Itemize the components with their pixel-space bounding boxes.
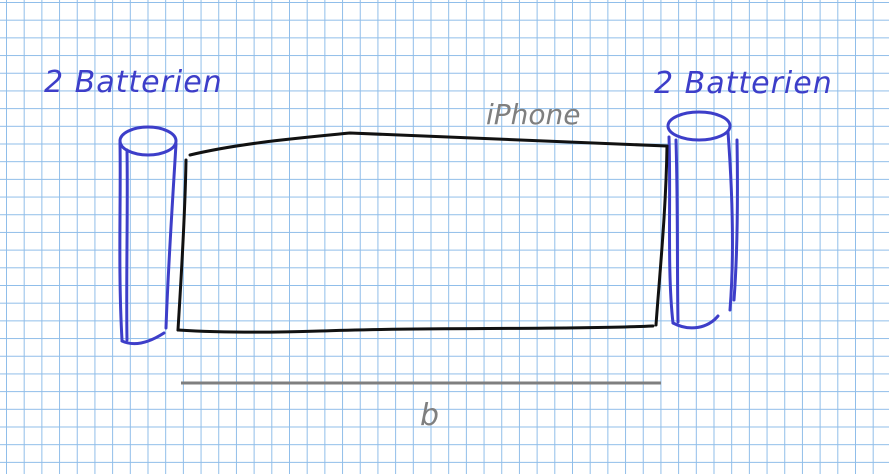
right-battery-top-ellipse <box>666 110 732 142</box>
phone-right-edge <box>654 144 669 327</box>
left-battery-bottom <box>120 331 166 346</box>
right-battery-right-edge <box>726 130 734 312</box>
right-battery-bottom <box>671 314 720 330</box>
phone-label: iPhone <box>486 98 581 131</box>
phone-bottom-edge <box>176 324 655 334</box>
right-battery-inner-edge <box>674 138 680 324</box>
left-battery-top-ellipse <box>118 125 178 157</box>
dimension-label: b <box>420 398 439 433</box>
left-batteries-label: 2 Batterien <box>44 65 223 100</box>
left-battery-cylinder <box>118 125 178 346</box>
phone-left-edge <box>176 158 188 332</box>
left-battery-inner-edge <box>125 148 129 342</box>
right-battery-left-edge <box>667 135 675 325</box>
right-battery-outer-edge <box>732 138 739 302</box>
phone-rectangle <box>176 131 669 334</box>
left-battery-left-edge <box>118 141 124 342</box>
right-batteries-label: 2 Batterien <box>654 66 833 101</box>
right-battery-cylinder <box>666 110 739 330</box>
phone-top-edge <box>188 131 669 157</box>
left-battery-right-edge <box>164 142 178 330</box>
